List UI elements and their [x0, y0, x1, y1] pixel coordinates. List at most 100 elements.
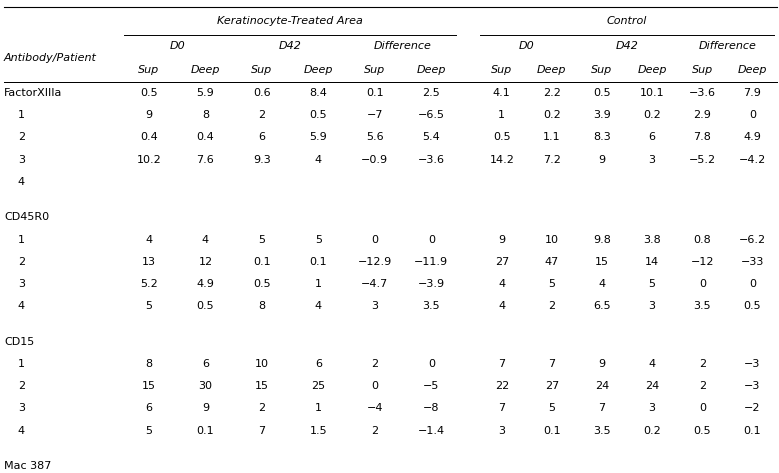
Text: 14.2: 14.2: [489, 155, 514, 165]
Text: Difference: Difference: [374, 41, 432, 52]
Text: 0.4: 0.4: [196, 132, 214, 142]
Text: 5.6: 5.6: [366, 132, 384, 142]
Text: 1: 1: [18, 235, 25, 245]
Text: 8: 8: [259, 301, 266, 311]
Text: −2: −2: [744, 403, 760, 413]
Text: 5: 5: [548, 279, 555, 289]
Text: 7.6: 7.6: [196, 155, 214, 165]
Text: 3: 3: [372, 301, 379, 311]
Text: −6.5: −6.5: [418, 110, 445, 120]
Text: Sup: Sup: [139, 65, 160, 75]
Text: 8.4: 8.4: [309, 88, 327, 98]
Text: 27: 27: [495, 257, 509, 267]
Text: 2: 2: [548, 301, 555, 311]
Text: 3: 3: [18, 279, 25, 289]
Text: 1: 1: [315, 279, 322, 289]
Text: 4.9: 4.9: [743, 132, 761, 142]
Text: 4: 4: [598, 279, 605, 289]
Text: 5: 5: [548, 403, 555, 413]
Text: 9: 9: [598, 359, 605, 369]
Text: 0.5: 0.5: [253, 279, 271, 289]
Text: 7: 7: [499, 403, 506, 413]
Text: 24: 24: [595, 381, 609, 391]
Text: 4.1: 4.1: [493, 88, 511, 98]
Text: 4.9: 4.9: [196, 279, 214, 289]
Text: 3.9: 3.9: [593, 110, 611, 120]
Text: 0.5: 0.5: [493, 132, 510, 142]
Text: 3: 3: [649, 155, 656, 165]
Text: Keratinocyte-Treated Area: Keratinocyte-Treated Area: [217, 16, 363, 26]
Text: 15: 15: [255, 381, 269, 391]
Text: 2: 2: [699, 359, 706, 369]
Text: D0: D0: [169, 41, 185, 52]
Text: 7.8: 7.8: [693, 132, 711, 142]
Text: 30: 30: [199, 381, 213, 391]
Text: 7: 7: [548, 359, 555, 369]
Text: 7: 7: [598, 403, 605, 413]
Text: 2: 2: [18, 132, 25, 142]
Text: 0: 0: [428, 359, 435, 369]
Text: −3.6: −3.6: [418, 155, 445, 165]
Text: 24: 24: [645, 381, 659, 391]
Text: 1: 1: [315, 403, 322, 413]
Text: 4: 4: [202, 235, 209, 245]
Text: 4: 4: [315, 301, 322, 311]
Text: 5: 5: [146, 426, 153, 436]
Text: −11.9: −11.9: [414, 257, 449, 267]
Text: 8: 8: [202, 110, 209, 120]
Text: Mac 387: Mac 387: [4, 461, 51, 471]
Text: 5.4: 5.4: [422, 132, 440, 142]
Text: 9: 9: [598, 155, 605, 165]
Text: Sup: Sup: [692, 65, 713, 75]
Text: 0.1: 0.1: [543, 426, 561, 436]
Text: 9.3: 9.3: [253, 155, 271, 165]
Text: −12.9: −12.9: [358, 257, 392, 267]
Text: 0: 0: [749, 279, 756, 289]
Text: 1.1: 1.1: [543, 132, 561, 142]
Text: 6: 6: [649, 132, 656, 142]
Text: Sup: Sup: [365, 65, 386, 75]
Text: 3: 3: [499, 426, 506, 436]
Text: 7.2: 7.2: [543, 155, 561, 165]
Text: −4.7: −4.7: [361, 279, 389, 289]
Text: 0: 0: [699, 279, 706, 289]
Text: 2: 2: [259, 403, 266, 413]
Text: 0: 0: [749, 110, 756, 120]
Text: 2: 2: [18, 257, 25, 267]
Text: −8: −8: [423, 403, 439, 413]
Text: 0.5: 0.5: [693, 426, 711, 436]
Text: 1: 1: [18, 110, 25, 120]
Text: 10.1: 10.1: [640, 88, 664, 98]
Text: 0.4: 0.4: [140, 132, 158, 142]
Text: 2: 2: [372, 426, 379, 436]
Text: 0.5: 0.5: [140, 88, 158, 98]
Text: 3: 3: [18, 403, 25, 413]
Text: 10.2: 10.2: [136, 155, 161, 165]
Text: 5.2: 5.2: [140, 279, 158, 289]
Text: 5.9: 5.9: [196, 88, 214, 98]
Text: 4: 4: [499, 279, 506, 289]
Text: −1.4: −1.4: [418, 426, 445, 436]
Text: 0.8: 0.8: [693, 235, 711, 245]
Text: 25: 25: [312, 381, 326, 391]
Text: 4: 4: [18, 301, 25, 311]
Text: Deep: Deep: [191, 65, 220, 75]
Text: D42: D42: [615, 41, 639, 52]
Text: 0: 0: [699, 403, 706, 413]
Text: 9: 9: [499, 235, 506, 245]
Text: −0.9: −0.9: [361, 155, 389, 165]
Text: 6.5: 6.5: [594, 301, 611, 311]
Text: 1: 1: [499, 110, 506, 120]
Text: 4: 4: [18, 426, 25, 436]
Text: 3: 3: [649, 403, 656, 413]
Text: 7.9: 7.9: [743, 88, 761, 98]
Text: −3: −3: [744, 381, 760, 391]
Text: 0.5: 0.5: [309, 110, 327, 120]
Text: 0.1: 0.1: [253, 257, 271, 267]
Text: 6: 6: [259, 132, 266, 142]
Text: −7: −7: [367, 110, 383, 120]
Text: 2: 2: [259, 110, 266, 120]
Text: 0.1: 0.1: [744, 426, 761, 436]
Text: 2.2: 2.2: [543, 88, 561, 98]
Text: 2: 2: [18, 381, 25, 391]
